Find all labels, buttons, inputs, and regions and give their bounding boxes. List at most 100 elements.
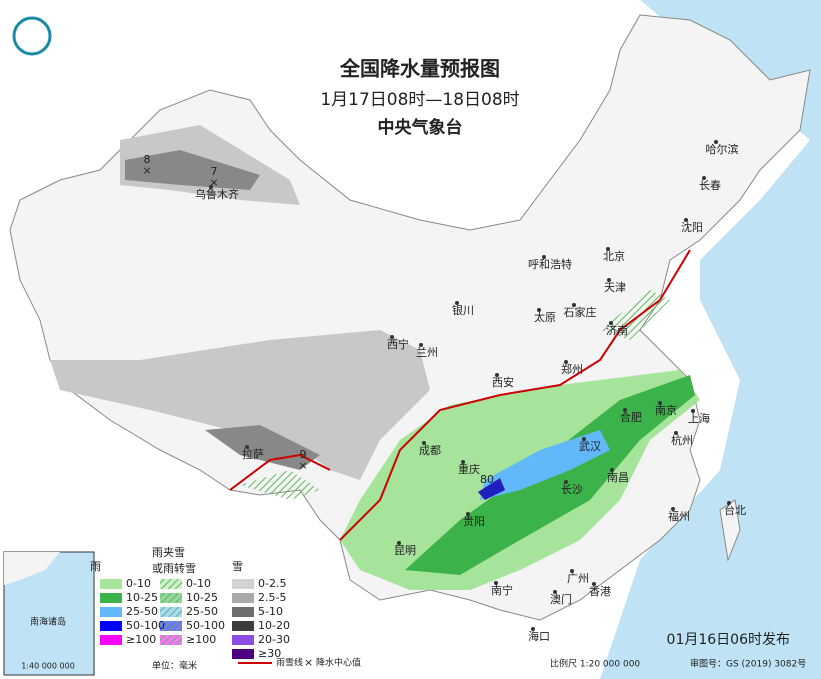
scale: 比例尺 1:20 000 000 xyxy=(550,658,640,670)
city-label: 南京 xyxy=(655,403,677,417)
city-label: 郑州 xyxy=(561,362,583,376)
legend-hatch xyxy=(160,621,182,631)
city-label: 北京 xyxy=(603,249,625,263)
city-dot xyxy=(495,373,499,377)
legend-label: ≥30 xyxy=(258,647,281,660)
logo xyxy=(12,16,52,56)
city-dot xyxy=(209,185,213,189)
center-value: 80 xyxy=(480,473,494,486)
sea xyxy=(600,0,821,679)
legend-swatch xyxy=(100,607,122,617)
legend-label: 10-25 xyxy=(126,591,158,604)
city-label: 昆明 xyxy=(394,544,416,557)
city-dot xyxy=(455,301,459,305)
legend-label: ≥100 xyxy=(186,633,216,646)
city-label: 武汉 xyxy=(579,440,601,453)
city-label: 乌鲁木齐 xyxy=(195,187,239,201)
city-label: 贵阳 xyxy=(463,515,485,528)
city-label: 香港 xyxy=(589,585,611,598)
city-label: 福州 xyxy=(668,509,690,523)
city-dot xyxy=(461,460,465,464)
city-label: 台北 xyxy=(724,503,746,517)
city-dot xyxy=(245,445,249,449)
legend-hatch xyxy=(160,579,182,589)
city-dot xyxy=(572,303,576,307)
city-label: 西安 xyxy=(492,375,514,389)
city-label: 沈阳 xyxy=(681,220,703,234)
inset-label: 南海诸岛 xyxy=(30,616,66,628)
city-dot xyxy=(674,431,678,435)
legend-title: 雨夹雪 xyxy=(152,546,185,559)
city-dot xyxy=(390,335,394,339)
city-label: 济南 xyxy=(606,323,628,337)
legend-label: 25-50 xyxy=(186,605,218,618)
city-dot xyxy=(727,501,731,505)
city-dot xyxy=(494,581,498,585)
city-label: 银川 xyxy=(452,303,474,317)
city-label: 成都 xyxy=(419,444,441,457)
legend-swatch xyxy=(232,579,254,589)
legend-label: 2.5-5 xyxy=(258,591,286,604)
legend-label: 10-25 xyxy=(186,591,218,604)
city-label: 广州 xyxy=(567,572,589,585)
legend-swatch xyxy=(100,593,122,603)
city-dot xyxy=(607,278,611,282)
inset-scale: 1:40 000 000 xyxy=(21,662,75,671)
city-dot xyxy=(553,590,557,594)
city-dot xyxy=(564,480,568,484)
city-dot xyxy=(702,176,706,180)
unit: 单位：毫米 xyxy=(152,660,197,672)
city-label: 合肥 xyxy=(620,410,642,424)
city-dot xyxy=(671,507,675,511)
city-dot xyxy=(542,255,546,259)
legend-title: 雪 xyxy=(232,560,243,573)
legend-swatch xyxy=(232,593,254,603)
issued: 01月16日06时发布 xyxy=(667,632,790,648)
city-label: 哈尔滨 xyxy=(706,142,739,156)
title: 全国降水量预报图 xyxy=(339,57,500,81)
city-dot xyxy=(623,408,627,412)
legend-swatch xyxy=(232,607,254,617)
center-key: × xyxy=(304,656,313,669)
city-label: 澳门 xyxy=(550,592,572,606)
city-dot xyxy=(419,343,423,347)
city-dot xyxy=(422,441,426,445)
city-label: 呼和浩特 xyxy=(528,257,572,271)
legend-swatch xyxy=(232,649,254,659)
city-label: 拉萨 xyxy=(242,447,264,461)
city-label: 兰州 xyxy=(416,346,438,359)
city-label: 天津 xyxy=(604,281,626,294)
city-label: 重庆 xyxy=(458,462,480,476)
city-label: 石家庄 xyxy=(564,305,597,319)
legend-label: 25-50 xyxy=(126,605,158,618)
center-value: 9 xyxy=(300,448,307,461)
legend-hatch xyxy=(160,607,182,617)
city-dot xyxy=(714,140,718,144)
legend-label: 0-10 xyxy=(126,577,151,590)
precip xyxy=(50,125,700,590)
center-mark: × xyxy=(298,459,307,472)
city-dot xyxy=(582,437,586,441)
legend-swatch xyxy=(100,579,122,589)
city-dot xyxy=(397,541,401,545)
review: 审图号：GS (2019) 3082号 xyxy=(690,658,806,670)
center-mark: × xyxy=(209,176,218,189)
snowline-label: 雨雪线 xyxy=(276,657,303,669)
city-label: 长沙 xyxy=(561,483,583,496)
city-dot xyxy=(592,582,596,586)
legend-swatch xyxy=(232,635,254,645)
legend-label: 0-10 xyxy=(186,577,211,590)
legend-label: ≥100 xyxy=(126,633,156,646)
legend-label: 50-100 xyxy=(186,619,225,632)
city-label: 海口 xyxy=(528,629,550,643)
city-dot xyxy=(466,512,470,516)
legend-title: 或雨转雪 xyxy=(152,561,196,575)
center-value: 8 xyxy=(144,153,151,166)
legend-hatch xyxy=(160,593,182,603)
city-label: 长春 xyxy=(699,179,721,192)
city-label: 上海 xyxy=(688,411,710,425)
city-label: 南宁 xyxy=(491,583,513,597)
city-dot xyxy=(609,321,613,325)
center-mark: × xyxy=(142,164,151,177)
legend-title: 雨 xyxy=(90,560,101,573)
